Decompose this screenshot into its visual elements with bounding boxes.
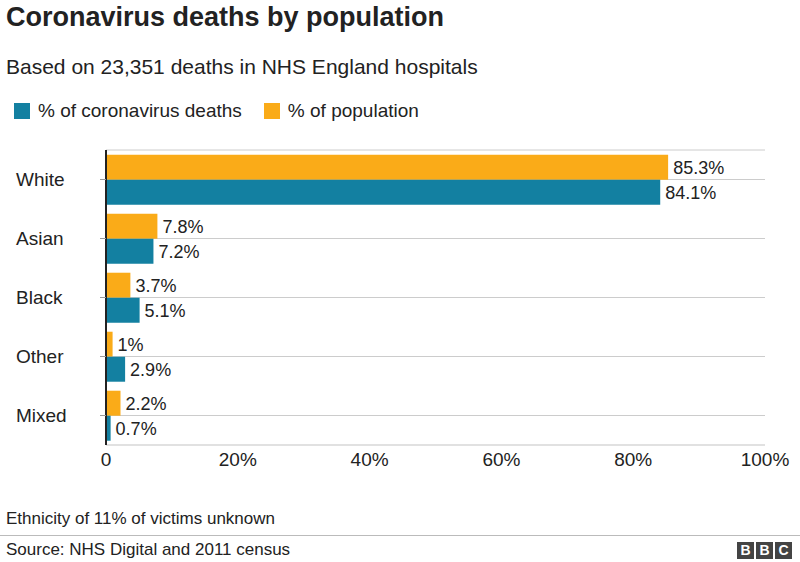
svg-text:100%: 100% [741, 449, 790, 470]
svg-text:Black: Black [16, 287, 63, 308]
svg-text:0.7%: 0.7% [116, 419, 157, 439]
html-text:B: B [759, 542, 770, 558]
html-text:Coronavirus deaths by populati: Coronavirus deaths by population [6, 2, 444, 32]
svg-text:White: White [16, 169, 65, 190]
html-text:C: C [778, 542, 789, 558]
html-text:Ethnicity of 11% of victims un: Ethnicity of 11% of victims unknown [6, 509, 275, 528]
svg-text:60%: 60% [482, 449, 520, 470]
svg-text:80%: 80% [614, 449, 652, 470]
svg-text:3.7%: 3.7% [135, 276, 176, 296]
html-text:Based on 23,351 deaths in NHS: Based on 23,351 deaths in NHS England ho… [6, 55, 478, 78]
svg-text:2.9%: 2.9% [130, 360, 171, 380]
svg-text:Other: Other [16, 346, 64, 367]
svg-text:7.8%: 7.8% [162, 217, 203, 237]
svg-text:Asian: Asian [16, 228, 64, 249]
svg-text:85.3%: 85.3% [673, 158, 724, 178]
svg-text:40%: 40% [351, 449, 389, 470]
svg-text:0: 0 [101, 449, 112, 470]
svg-text:1%: 1% [118, 335, 144, 355]
html-text:% of coronavirus deaths: % of coronavirus deaths [38, 100, 242, 121]
svg-text:Mixed: Mixed [16, 405, 67, 426]
svg-text:2.2%: 2.2% [125, 394, 166, 414]
svg-text:84.1%: 84.1% [665, 183, 716, 203]
svg-text:20%: 20% [219, 449, 257, 470]
svg-text:5.1%: 5.1% [145, 301, 186, 321]
html-text:Source: NHS Digital and 2011 c: Source: NHS Digital and 2011 census [6, 540, 291, 559]
svg-text:7.2%: 7.2% [158, 242, 199, 262]
html-text:% of population: % of population [287, 100, 419, 121]
html-text:B: B [740, 542, 751, 558]
